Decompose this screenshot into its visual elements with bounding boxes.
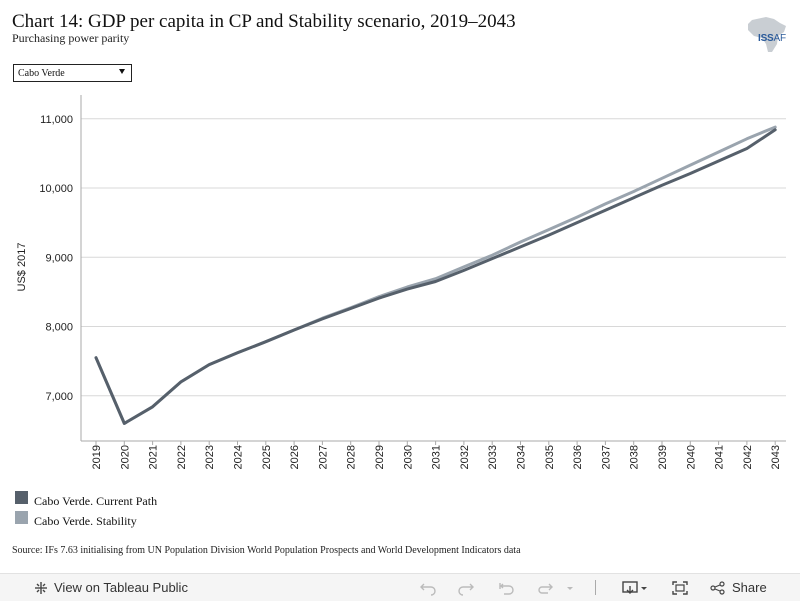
- x-tick-label: 2023: [204, 445, 216, 469]
- country-filter-value: Cabo Verde: [18, 68, 65, 79]
- source-note: Source: IFs 7.63 initialising from UN Po…: [12, 545, 521, 556]
- y-tick-label: 10,000: [39, 183, 73, 195]
- x-tick-label: 2042: [742, 445, 754, 469]
- y-tick-label: 9,000: [45, 252, 73, 264]
- x-tick-label: 2022: [176, 445, 188, 469]
- tableau-toolbar: View on Tableau Public Share: [0, 573, 800, 601]
- y-axis-label: US$ 2017: [16, 243, 28, 292]
- refresh-icon[interactable]: [535, 580, 555, 596]
- axes: 7,000 8,000 9,000 10,000 11,000 2019 2020 2021 2…: [39, 95, 786, 469]
- country-filter-dropdown[interactable]: Cabo Verde: [13, 64, 132, 82]
- iss-logo-text: ISSAF: [758, 33, 786, 44]
- x-tick-label: 2027: [317, 445, 329, 469]
- x-tick-label: 2031: [431, 445, 443, 469]
- series-line[interactable]: [94, 125, 777, 425]
- gridlines: [81, 118, 786, 397]
- y-tick-label: 11,000: [40, 114, 73, 126]
- y-tick-label: 7,000: [45, 391, 73, 403]
- undo-icon[interactable]: [418, 580, 438, 596]
- chart-subtitle: Purchasing power parity: [12, 31, 130, 45]
- x-tick-label: 2024: [233, 445, 245, 469]
- x-tick-label: 2026: [289, 445, 301, 469]
- view-on-tableau-label: View on Tableau Public: [54, 580, 188, 595]
- x-tick-label: 2035: [544, 445, 556, 469]
- redo-icon[interactable]: [456, 580, 476, 596]
- legend-swatch: [15, 511, 28, 524]
- chart-title: Chart 14: GDP per capita in CP and Stabi…: [12, 11, 516, 32]
- x-tick-label: 2019: [91, 445, 103, 469]
- series-lines: [94, 125, 777, 425]
- x-tick-label: 2034: [516, 445, 528, 469]
- view-on-tableau-button[interactable]: View on Tableau Public: [34, 580, 188, 595]
- legend-label: Cabo Verde. Current Path: [34, 494, 158, 508]
- toolbar-divider: [595, 580, 596, 595]
- revert-icon[interactable]: [496, 580, 516, 596]
- africa-map-logo-icon: [748, 17, 786, 52]
- x-tick-label: 2021: [148, 445, 160, 469]
- x-tick-label: 2025: [261, 445, 273, 469]
- download-icon[interactable]: [620, 580, 652, 596]
- legend-label: Cabo Verde. Stability: [34, 514, 137, 528]
- x-tick-label: 2020: [119, 445, 131, 469]
- share-button[interactable]: Share: [710, 580, 767, 595]
- x-tick-label: 2030: [402, 445, 414, 469]
- x-tick-label: 2039: [657, 445, 669, 469]
- x-tick-label: 2037: [600, 445, 612, 469]
- legend-swatch: [15, 491, 28, 504]
- series-line[interactable]: [94, 128, 777, 425]
- x-tick-label: 2038: [629, 445, 641, 469]
- x-tick-label: 2032: [459, 445, 471, 469]
- x-tick-label: 2028: [346, 445, 358, 469]
- share-label: Share: [732, 580, 767, 595]
- x-tick-label: 2033: [487, 445, 499, 469]
- x-tick-label: 2036: [572, 445, 584, 469]
- dropdown-icon[interactable]: [562, 580, 582, 596]
- fullscreen-icon[interactable]: [670, 580, 690, 596]
- chevron-down-icon: [119, 69, 125, 74]
- line-chart: 7,000 8,000 9,000 10,000 11,000 2019 2020 2021 2…: [16, 95, 786, 469]
- x-tick-label: 2043: [770, 445, 782, 469]
- tableau-logo-icon: [35, 582, 47, 594]
- x-tick-label: 2029: [374, 445, 386, 469]
- y-tick-label: 8,000: [45, 322, 73, 334]
- share-icon: [710, 581, 725, 595]
- x-tick-label: 2040: [685, 445, 697, 469]
- x-tick-label: 2041: [714, 445, 726, 469]
